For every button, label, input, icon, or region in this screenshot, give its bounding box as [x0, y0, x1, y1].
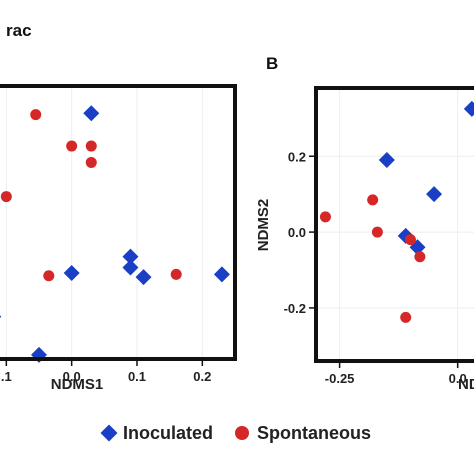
panel-b-x-axis-title: ND — [458, 376, 474, 393]
panel-b-plot: -0.25 0.0 -0.2 0.0 0.2 NDMS2 ND — [255, 86, 474, 393]
panel-b-inoculated-point — [426, 186, 443, 203]
panel-a-x-tick-label: 0.2 — [193, 369, 211, 384]
legend-item-inoculated: Inoculated — [100, 422, 213, 444]
panel-b-frame — [314, 86, 474, 363]
legend-item-spontaneous: Spontaneous — [235, 423, 371, 444]
panel-a-spontaneous-point — [85, 140, 97, 152]
panel-a-inoculated-point — [0, 315, 2, 318]
panel-a-inoculated-point — [122, 259, 139, 276]
panel-a-x-ticks: .1 0.0 0.1 0.2 — [1, 361, 211, 384]
panel-a-spontaneous-point — [85, 156, 97, 168]
panel-b-x-tick-label: 0.0 — [449, 371, 467, 386]
panel-b-spontaneous-point — [404, 234, 416, 246]
panel-b-y-axis-title: NDMS2 — [255, 199, 272, 252]
panel-a-x-axis-title: NDMS1 — [51, 376, 104, 393]
panel-b-label: B — [266, 54, 278, 73]
panel-a-x-tick-label: 0.1 — [128, 369, 146, 384]
panel-b-spontaneous-point — [367, 194, 379, 206]
panel-b-inoculated-point — [463, 100, 474, 117]
diamond-marker-icon — [100, 424, 118, 442]
panel-b-y-tick-label: -0.2 — [284, 301, 306, 316]
panel-a-x-tick-label: 0.0 — [63, 369, 81, 384]
legend: Inoculated Spontaneous — [0, 418, 474, 448]
panel-b-y-tick-label: 0.0 — [288, 225, 306, 240]
panel-b-x-tick-label: -0.25 — [325, 371, 355, 386]
panel-a-inoculated-point — [135, 269, 152, 286]
panel-a-x-tick-label: .1 — [1, 369, 12, 384]
panel-a-grid — [5, 86, 203, 359]
panel-a-spontaneous-point — [30, 109, 42, 121]
panel-a-markers — [0, 105, 230, 363]
panel-a-spontaneous-point — [43, 270, 55, 282]
panel-a-inoculated-point — [83, 105, 100, 122]
panel-b-inoculated-point — [378, 152, 395, 169]
legend-label-inoculated: Inoculated — [122, 422, 213, 443]
panel-b-markers — [319, 100, 474, 323]
panel-a-spontaneous-point — [66, 140, 78, 152]
panel-b-grid — [316, 88, 474, 361]
panel-a-plot: .1 0.0 0.1 0.2 NDMS1 — [0, 84, 237, 393]
panel-a-inoculated-point — [213, 266, 230, 283]
panel-a-inoculated-point — [63, 265, 80, 282]
panel-b-spontaneous-point — [400, 311, 412, 323]
panel-a-title: rac — [6, 21, 32, 40]
panel-a-spontaneous-point — [170, 268, 182, 280]
circle-marker-icon — [235, 426, 249, 440]
panel-b-y-tick-label: 0.2 — [288, 149, 306, 164]
panel-a-inoculated-point — [122, 248, 139, 265]
panel-a-spontaneous-point — [0, 191, 12, 203]
legend-label-spontaneous: Spontaneous — [257, 422, 372, 443]
panel-b-spontaneous-point — [319, 211, 331, 223]
panel-b-spontaneous-point — [414, 251, 426, 263]
panel-b-ticks: -0.25 0.0 -0.2 0.0 0.2 — [284, 149, 467, 386]
panel-a-frame — [0, 84, 237, 361]
panel-b-spontaneous-point — [371, 226, 383, 238]
